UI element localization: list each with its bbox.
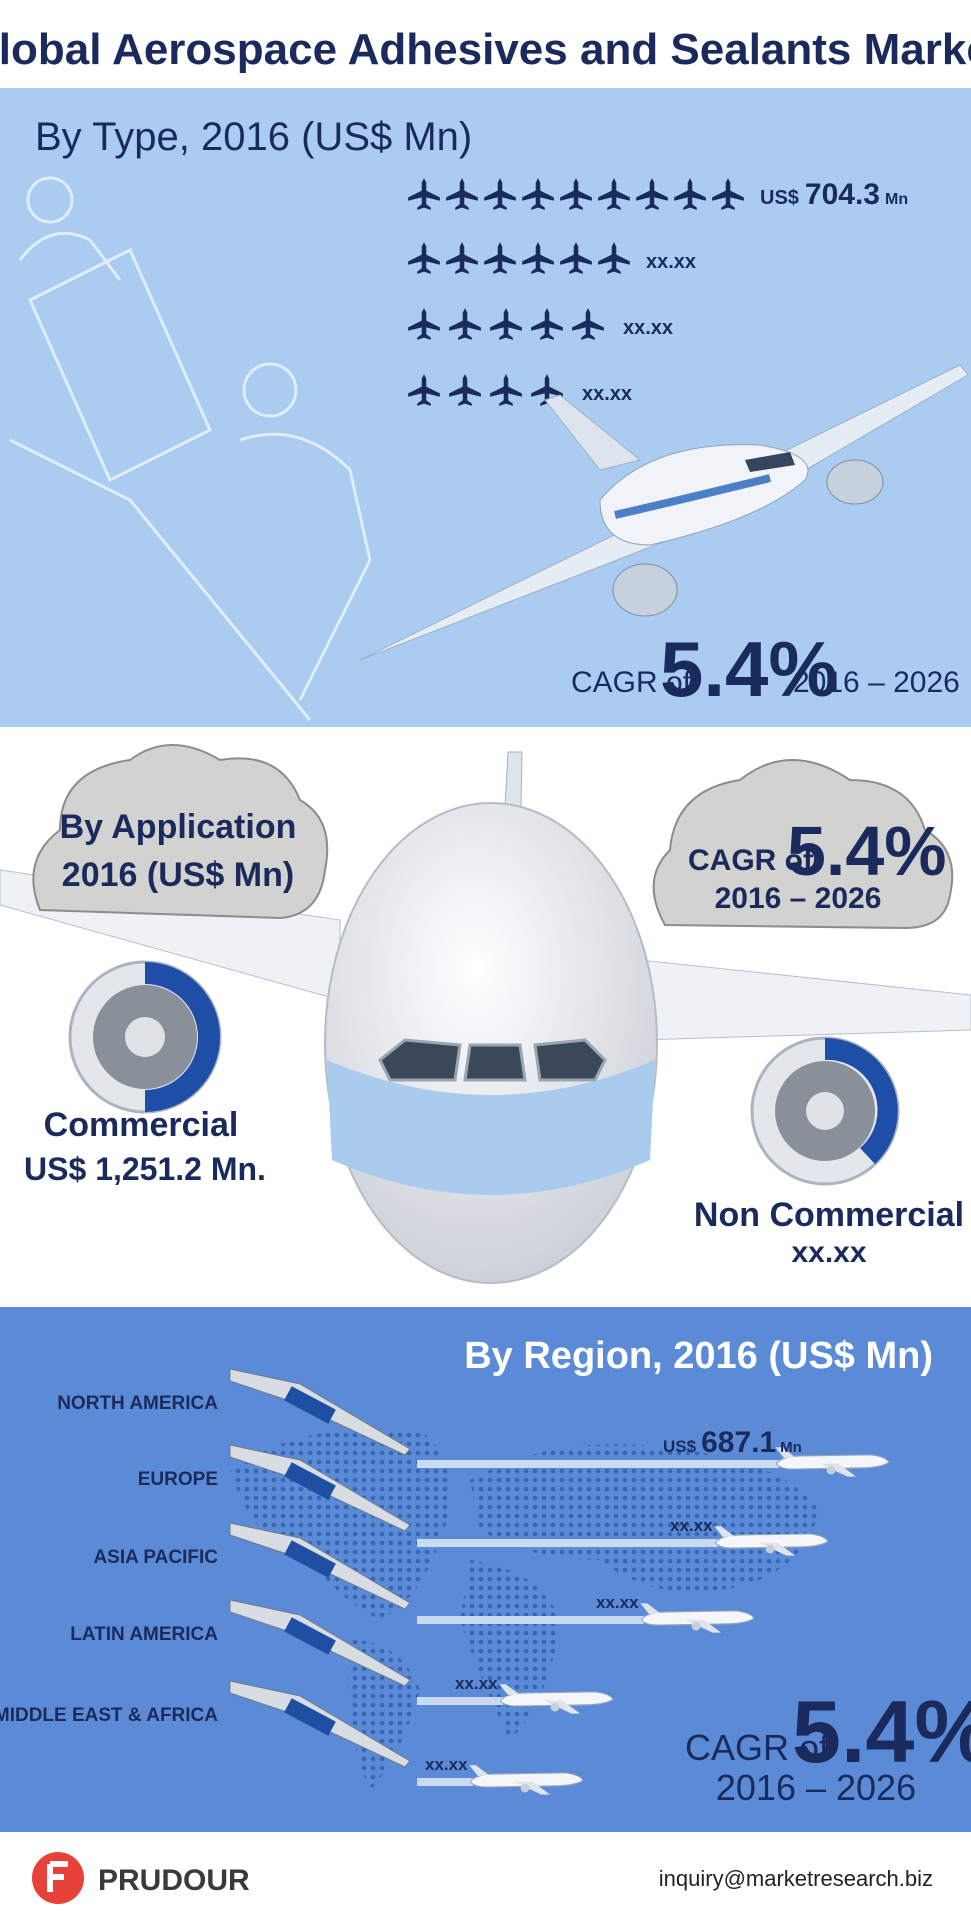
region-value: xx.xx [596, 1593, 639, 1612]
region-cagr-value: 5.4% [792, 1682, 971, 1781]
decoration [18, 231, 122, 281]
region-bar [417, 1778, 473, 1786]
application-heading-line2: 2016 (US$ Mn) [62, 856, 294, 894]
decoration [378, 1038, 607, 1082]
decoration [145, 962, 220, 1112]
region-name: ASIA PACIFIC [93, 1547, 218, 1568]
region-name: EUROPE [138, 1469, 218, 1490]
region-cagr-prefix: CAGR of [685, 1727, 830, 1768]
decoration [544, 394, 642, 471]
decoration [745, 452, 795, 472]
non-commercial-value: xx.xx [791, 1236, 866, 1269]
applicator-cartridge [284, 1540, 336, 1578]
logo-mark [32, 1852, 84, 1904]
applicator-cartridge [284, 1462, 336, 1500]
decoration [826, 459, 884, 505]
type-heading: By Type, 2016 (US$ Mn) [35, 115, 472, 159]
decoration [47, 1861, 68, 1892]
type-section [0, 88, 971, 727]
region-value: xx.xx [670, 1516, 713, 1535]
airplane-front [0, 751, 971, 1284]
region-cagr-period: 2016 – 2026 [716, 1767, 916, 1808]
region-value: 687.1 [701, 1426, 776, 1459]
decoration [652, 759, 954, 930]
type-value: xx.xx [646, 251, 696, 273]
region-value-prefix: US$ [663, 1437, 697, 1456]
workers-sketch [9, 176, 372, 721]
decoration [9, 438, 312, 721]
region-value: xx.xx [425, 1755, 468, 1774]
decoration [239, 432, 372, 701]
region-name: LATIN AMERICA [70, 1624, 218, 1645]
decoration [825, 1038, 898, 1164]
application-cagr-period: 2016 – 2026 [715, 882, 882, 915]
type-cagr-period: 2016 – 2026 [793, 666, 960, 699]
decoration [242, 362, 298, 418]
application-cagr-prefix: CAGR of [688, 844, 814, 877]
application-cloud-left [32, 744, 329, 920]
decoration [806, 1092, 844, 1130]
decoration [324, 802, 658, 1284]
decoration [28, 247, 212, 483]
type-rows: US$ 704.3 Mn xx.xx xx.xx xx.xx [408, 178, 908, 406]
decoration [32, 744, 329, 920]
type-value: xx.xx [582, 383, 632, 405]
application-heading-line1: By Application [60, 808, 297, 846]
applicator-cartridge [284, 1698, 336, 1736]
region-bar [417, 1539, 718, 1547]
commercial-value: US$ 1,251.2 Mn. [24, 1151, 266, 1187]
region-bar [417, 1616, 644, 1624]
footer [0, 1832, 971, 1924]
decoration [125, 1017, 165, 1057]
application-cagr-value: 5.4% [787, 812, 947, 890]
type-cagr-value: 5.4% [660, 625, 838, 713]
contact-email: inquiry@marketresearch.biz [659, 1866, 933, 1891]
region-name: NORTH AMERICA [57, 1393, 218, 1414]
region-value: xx.xx [455, 1674, 498, 1693]
commercial-label: Commercial [44, 1106, 239, 1144]
title-band [0, 0, 971, 88]
decoration [26, 176, 74, 224]
type-value-prefix: US$ [760, 187, 799, 209]
type-value: 704.3 [805, 178, 880, 211]
decoration [614, 474, 771, 519]
applicator-cartridge [284, 1617, 336, 1655]
page-title: Global Aerospace Adhesives and Sealants … [0, 25, 971, 74]
decoration [470, 1444, 820, 1592]
region-bar [417, 1697, 503, 1705]
decoration [612, 563, 678, 617]
region-heading: By Region, 2016 (US$ Mn) [464, 1335, 933, 1377]
type-value-suffix: Mn [885, 191, 908, 208]
type-value: xx.xx [623, 317, 673, 339]
region-value-suffix: Mn [780, 1439, 802, 1456]
region-rows: NORTH AMERICA US$ 687.1 Mn EUROPE xx.xx ASIA P… [0, 1368, 890, 1796]
type-cagr-prefix: CAGR of [571, 666, 692, 699]
decoration [327, 1060, 655, 1195]
region-name: MIDDLE EAST & AFRICA [0, 1705, 218, 1726]
applicator-cartridge [284, 1386, 336, 1424]
application-cloud-right [652, 759, 954, 930]
airplane-illustration [359, 364, 969, 661]
brand-name: PRUDOUR [98, 1864, 250, 1897]
region-bar [417, 1460, 779, 1468]
non-commercial-label: Non Commercial [694, 1196, 964, 1234]
